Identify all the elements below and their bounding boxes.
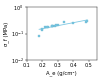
Point: [55, 24, 57, 26]
Point: [85, 21, 86, 23]
Point: [52, 25, 54, 26]
Point: [41, 29, 43, 30]
Point: [48, 26, 49, 27]
Point: [46, 26, 48, 27]
Point: [38, 36, 40, 37]
X-axis label: A_e (g/cm²): A_e (g/cm²): [46, 70, 77, 76]
Point: [44, 27, 46, 28]
Point: [86, 21, 88, 22]
Point: [63, 21, 65, 22]
Point: [57, 24, 58, 25]
Point: [51, 25, 52, 27]
Point: [54, 25, 55, 26]
Point: [51, 25, 52, 26]
Y-axis label: σ_f (MPa): σ_f (MPa): [4, 21, 9, 46]
Point: [72, 23, 74, 24]
Point: [41, 28, 43, 29]
